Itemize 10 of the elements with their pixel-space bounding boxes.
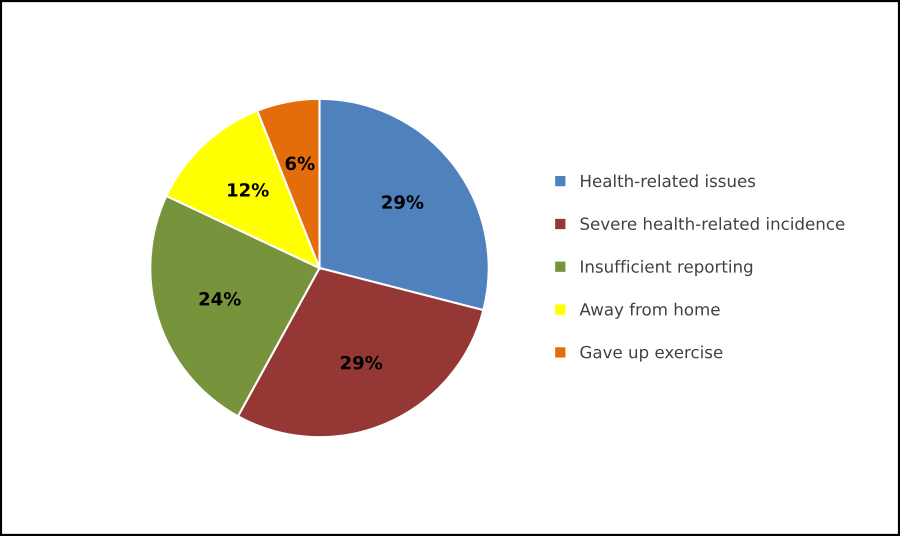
data-label: 29% xyxy=(340,356,382,370)
legend-label: Health-related issues xyxy=(581,174,756,188)
legend-label: Severe health-related incidence xyxy=(580,217,844,230)
data-label: 29% xyxy=(382,195,424,209)
data-label: 24% xyxy=(200,292,241,306)
data-label: 6% xyxy=(286,156,315,170)
legend-label: Gave up exercise xyxy=(580,346,722,362)
legend-label: Away from home xyxy=(580,302,720,319)
legend-label: Insufficient reporting xyxy=(581,260,752,276)
data-label: 12% xyxy=(228,183,269,197)
